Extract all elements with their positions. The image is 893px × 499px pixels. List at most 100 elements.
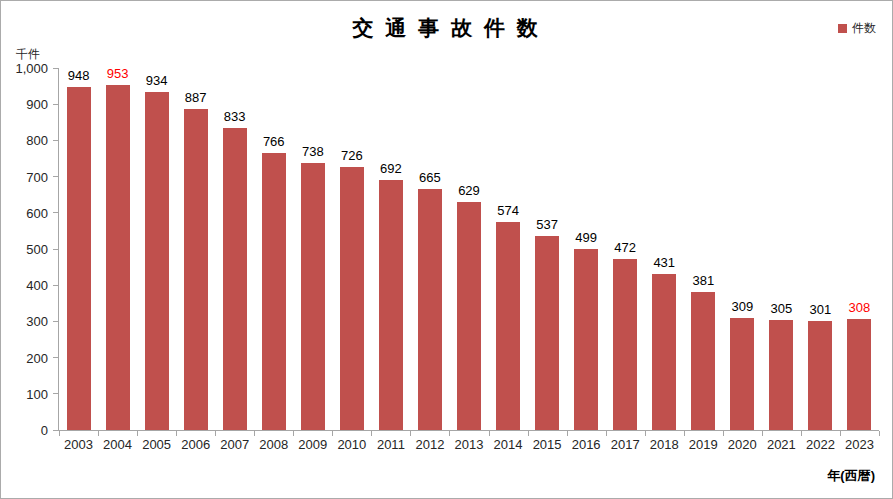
y-axis-tick	[53, 176, 58, 177]
bar-2016	[574, 249, 598, 430]
x-axis-label-2013: 2013	[449, 437, 488, 452]
x-axis-tick	[371, 431, 372, 436]
y-axis-tick-label: 1,000	[3, 61, 48, 76]
value-label-2004: 953	[96, 66, 140, 81]
bar-2012	[418, 189, 442, 430]
value-label-2014: 574	[486, 203, 530, 218]
legend-swatch-icon	[838, 24, 847, 33]
value-label-2018: 431	[642, 255, 686, 270]
y-axis-tick	[53, 357, 58, 358]
y-axis-tick	[53, 393, 58, 394]
bar-2007	[223, 128, 247, 430]
x-axis-tick	[215, 431, 216, 436]
value-label-2019: 381	[681, 273, 725, 288]
x-axis-label-2021: 2021	[762, 437, 801, 452]
legend: 件数	[838, 20, 876, 37]
bar-2017	[613, 259, 637, 430]
y-axis-tick-label: 400	[3, 278, 48, 293]
x-axis-tick	[293, 431, 294, 436]
bar-2022	[808, 321, 832, 430]
x-axis-tick	[489, 431, 490, 436]
x-axis-tick	[762, 431, 763, 436]
value-label-2015: 537	[525, 217, 569, 232]
x-axis-label-2019: 2019	[684, 437, 723, 452]
bar-2003	[67, 87, 91, 430]
x-axis-label-2011: 2011	[371, 437, 410, 452]
x-axis-tick	[684, 431, 685, 436]
x-axis-label-2009: 2009	[293, 437, 332, 452]
chart-title: 交 通 事 故 件 数	[1, 14, 892, 42]
plot-area: 01002003004005006007008009001,0009482003…	[58, 68, 879, 431]
y-axis-tick-label: 100	[3, 386, 48, 401]
value-label-2006: 887	[174, 90, 218, 105]
x-axis-tick	[723, 431, 724, 436]
y-axis-tick-label: 700	[3, 169, 48, 184]
bar-2013	[457, 202, 481, 430]
x-axis-label-2012: 2012	[410, 437, 449, 452]
bar-2011	[379, 180, 403, 431]
value-label-2023: 308	[837, 300, 881, 315]
value-label-2012: 665	[408, 170, 452, 185]
x-axis-tick	[879, 431, 880, 436]
x-axis-label-2014: 2014	[489, 437, 528, 452]
x-axis-label-2016: 2016	[567, 437, 606, 452]
value-label-2020: 309	[720, 299, 764, 314]
x-axis-label-2007: 2007	[215, 437, 254, 452]
x-axis-label-2004: 2004	[98, 437, 137, 452]
y-axis-tick-label: 200	[3, 350, 48, 365]
x-axis-tick	[332, 431, 333, 436]
bar-2014	[496, 222, 520, 430]
y-axis-tick-label: 500	[3, 242, 48, 257]
value-label-2016: 499	[564, 230, 608, 245]
x-axis-label-2015: 2015	[528, 437, 567, 452]
x-axis-tick	[528, 431, 529, 436]
value-label-2009: 738	[291, 144, 335, 159]
y-axis-tick-label: 300	[3, 314, 48, 329]
x-axis-label-2017: 2017	[606, 437, 645, 452]
x-axis-tick	[567, 431, 568, 436]
x-axis-tick	[176, 431, 177, 436]
y-axis-tick	[53, 104, 58, 105]
y-axis-tick	[53, 285, 58, 286]
x-axis-tick	[606, 431, 607, 436]
bar-2021	[769, 320, 793, 430]
bar-2008	[262, 153, 286, 430]
x-axis-tick	[449, 431, 450, 436]
bar-2020	[730, 318, 754, 430]
legend-label: 件数	[852, 20, 876, 37]
bar-2004	[106, 85, 130, 430]
x-axis-label-2022: 2022	[801, 437, 840, 452]
x-axis-caption: 年(西暦)	[827, 467, 875, 485]
x-axis-label-2020: 2020	[723, 437, 762, 452]
traffic-accidents-bar-chart: 交 通 事 故 件 数 件数 千件 0100200300400500600700…	[0, 0, 893, 499]
value-label-2011: 692	[369, 161, 413, 176]
x-axis-tick	[645, 431, 646, 436]
y-axis-tick-label: 800	[3, 133, 48, 148]
x-axis-tick	[410, 431, 411, 436]
y-axis-tick	[53, 321, 58, 322]
bar-2018	[652, 274, 676, 430]
x-axis-label-2003: 2003	[59, 437, 98, 452]
x-axis-tick	[137, 431, 138, 436]
y-axis-tick-label: 900	[3, 97, 48, 112]
value-label-2017: 472	[603, 240, 647, 255]
value-label-2013: 629	[447, 183, 491, 198]
value-label-2005: 934	[135, 73, 179, 88]
value-label-2010: 726	[330, 148, 374, 163]
bar-2010	[340, 167, 364, 430]
y-axis-tick	[53, 249, 58, 250]
x-axis-tick	[98, 431, 99, 436]
value-label-2021: 305	[759, 301, 803, 316]
value-label-2008: 766	[252, 134, 296, 149]
bar-2006	[184, 109, 208, 430]
bar-2023	[847, 319, 871, 430]
y-axis-tick	[53, 212, 58, 213]
y-axis-tick	[53, 140, 58, 141]
x-axis-tick	[59, 431, 60, 436]
x-axis-label-2008: 2008	[254, 437, 293, 452]
x-axis-label-2006: 2006	[176, 437, 215, 452]
bar-2009	[301, 163, 325, 430]
x-axis-tick	[254, 431, 255, 436]
x-axis-tick	[840, 431, 841, 436]
y-axis-tick-label: 600	[3, 205, 48, 220]
